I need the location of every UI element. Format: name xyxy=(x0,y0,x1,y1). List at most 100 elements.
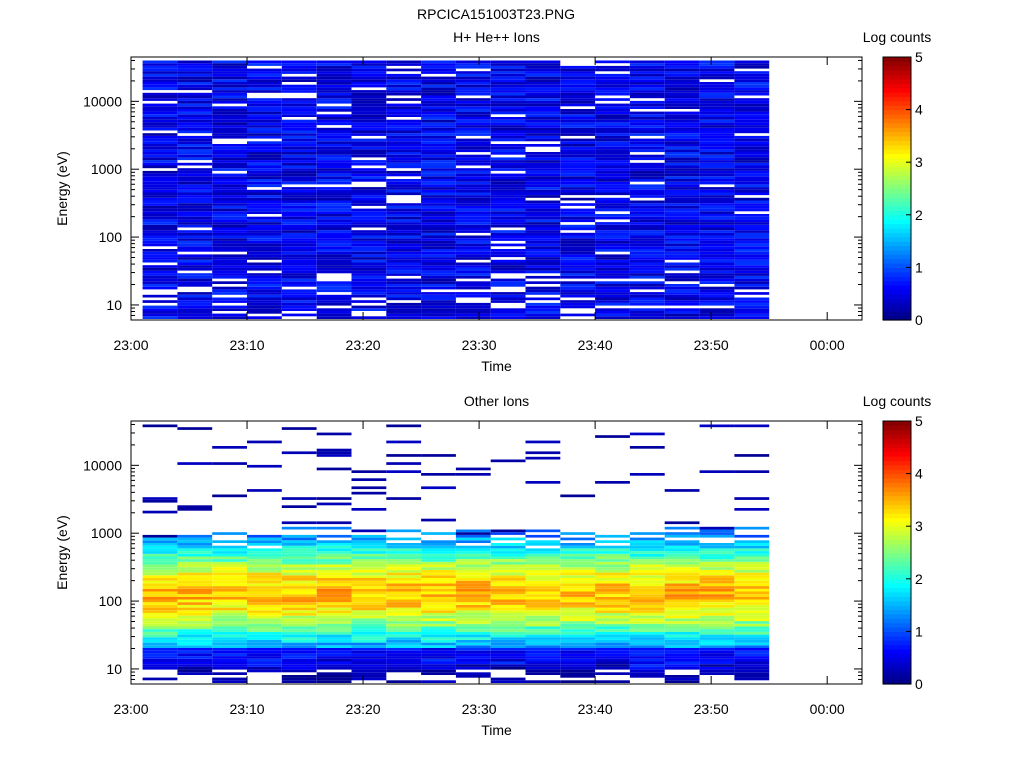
heatmap-cell xyxy=(177,125,213,128)
heatmap-cell xyxy=(316,580,352,584)
heatmap-cell xyxy=(490,168,526,171)
heatmap-cell xyxy=(525,540,561,543)
heatmap-cell xyxy=(386,631,422,635)
colorbar-segment xyxy=(883,105,911,111)
heatmap-cell xyxy=(247,176,282,179)
heatmap-cell xyxy=(177,316,213,319)
heatmap-cell xyxy=(595,534,630,538)
heatmap-cell xyxy=(421,65,456,69)
heatmap-cell xyxy=(560,87,596,91)
heatmap-cell xyxy=(351,76,387,80)
heatmap-cell xyxy=(595,68,630,72)
heatmap-cell xyxy=(351,583,387,587)
heatmap-cell xyxy=(455,100,491,104)
heatmap-cell xyxy=(525,275,561,279)
heatmap-cell xyxy=(455,305,491,309)
heatmap-cell xyxy=(455,629,491,632)
heatmap-cell xyxy=(386,122,422,126)
heatmap-cell xyxy=(316,645,352,648)
heatmap-cell xyxy=(664,114,700,117)
colorbar-segment xyxy=(883,280,911,286)
heatmap-cell xyxy=(595,267,630,271)
heatmap-cell xyxy=(177,63,213,66)
heatmap-cell xyxy=(664,297,700,301)
heatmap-cell xyxy=(316,76,352,80)
heatmap-cell xyxy=(455,645,491,648)
heatmap-cell xyxy=(664,629,700,632)
heatmap-cell xyxy=(142,173,178,177)
heatmap-cell xyxy=(177,235,213,239)
heatmap-cell xyxy=(177,170,213,174)
heatmap-cell xyxy=(142,65,178,69)
heatmap-cell xyxy=(560,669,596,673)
heatmap-cell xyxy=(212,246,247,249)
heatmap-cell xyxy=(281,211,317,214)
heatmap-cell xyxy=(490,594,526,597)
heatmap-cell xyxy=(629,583,665,587)
heatmap-cell xyxy=(316,82,352,85)
heatmap-cell xyxy=(212,168,247,171)
heatmap-cell xyxy=(281,141,317,144)
heatmap-cell xyxy=(386,144,422,147)
heatmap-cell xyxy=(490,152,526,155)
heatmap-cell xyxy=(490,254,526,258)
heatmap-cell xyxy=(212,133,247,136)
heatmap-cell xyxy=(421,308,456,311)
heatmap-cell xyxy=(421,267,456,271)
heatmap-cell xyxy=(142,240,178,244)
heatmap-cell xyxy=(177,203,213,206)
heatmap-cell xyxy=(629,222,665,225)
heatmap-cell xyxy=(560,249,596,252)
heatmap-cell xyxy=(490,561,526,565)
heatmap-cell xyxy=(664,71,700,74)
heatmap-cell xyxy=(595,623,630,627)
heatmap-cell xyxy=(629,553,665,557)
heatmap-cell xyxy=(525,553,561,557)
heatmap-cell xyxy=(629,230,665,233)
heatmap-cell xyxy=(212,462,247,465)
heatmap-cell xyxy=(560,76,596,80)
heatmap-cell xyxy=(177,259,213,263)
heatmap-cell xyxy=(490,192,526,196)
heatmap-cell xyxy=(595,275,630,279)
heatmap-cell xyxy=(247,76,282,80)
heatmap-cell xyxy=(386,211,422,214)
heatmap-cell xyxy=(525,162,561,166)
colorbar-tick-label: 4 xyxy=(915,466,923,482)
heatmap-cell xyxy=(595,289,630,293)
heatmap-cell xyxy=(212,162,247,166)
colorbar-segment xyxy=(883,96,911,102)
heatmap-cell xyxy=(734,251,770,255)
heatmap-cell xyxy=(177,545,213,549)
colorbar-segment xyxy=(883,284,911,290)
heatmap-cell xyxy=(316,222,352,225)
colorbar-segment xyxy=(883,421,911,426)
heatmap-cell xyxy=(247,122,282,126)
heatmap-cell xyxy=(386,623,422,627)
heatmap-cell xyxy=(177,95,213,99)
heatmap-cell xyxy=(699,302,735,306)
heatmap-cell xyxy=(455,235,491,239)
heatmap-cell xyxy=(421,197,456,201)
heatmap-cell xyxy=(490,543,526,546)
heatmap-cell xyxy=(490,138,526,142)
heatmap-cell xyxy=(421,604,456,608)
heatmap-cell xyxy=(734,650,770,654)
heatmap-cell xyxy=(316,187,352,190)
heatmap-cell xyxy=(351,672,387,675)
heatmap-cell xyxy=(455,114,491,117)
heatmap-cell xyxy=(664,286,700,290)
heatmap-cell xyxy=(629,114,665,117)
heatmap-cell xyxy=(560,224,596,228)
heatmap-cell xyxy=(664,246,700,249)
heatmap-cell xyxy=(177,154,213,158)
heatmap-cell xyxy=(664,596,700,600)
heatmap-cell xyxy=(455,192,491,196)
colorbar-segment xyxy=(883,188,911,194)
heatmap-cell xyxy=(142,583,178,587)
heatmap-cell xyxy=(142,133,178,136)
heatmap-cell xyxy=(281,613,317,616)
heatmap-cell xyxy=(421,246,456,249)
heatmap-cell xyxy=(177,543,213,546)
heatmap-cell xyxy=(699,192,735,196)
